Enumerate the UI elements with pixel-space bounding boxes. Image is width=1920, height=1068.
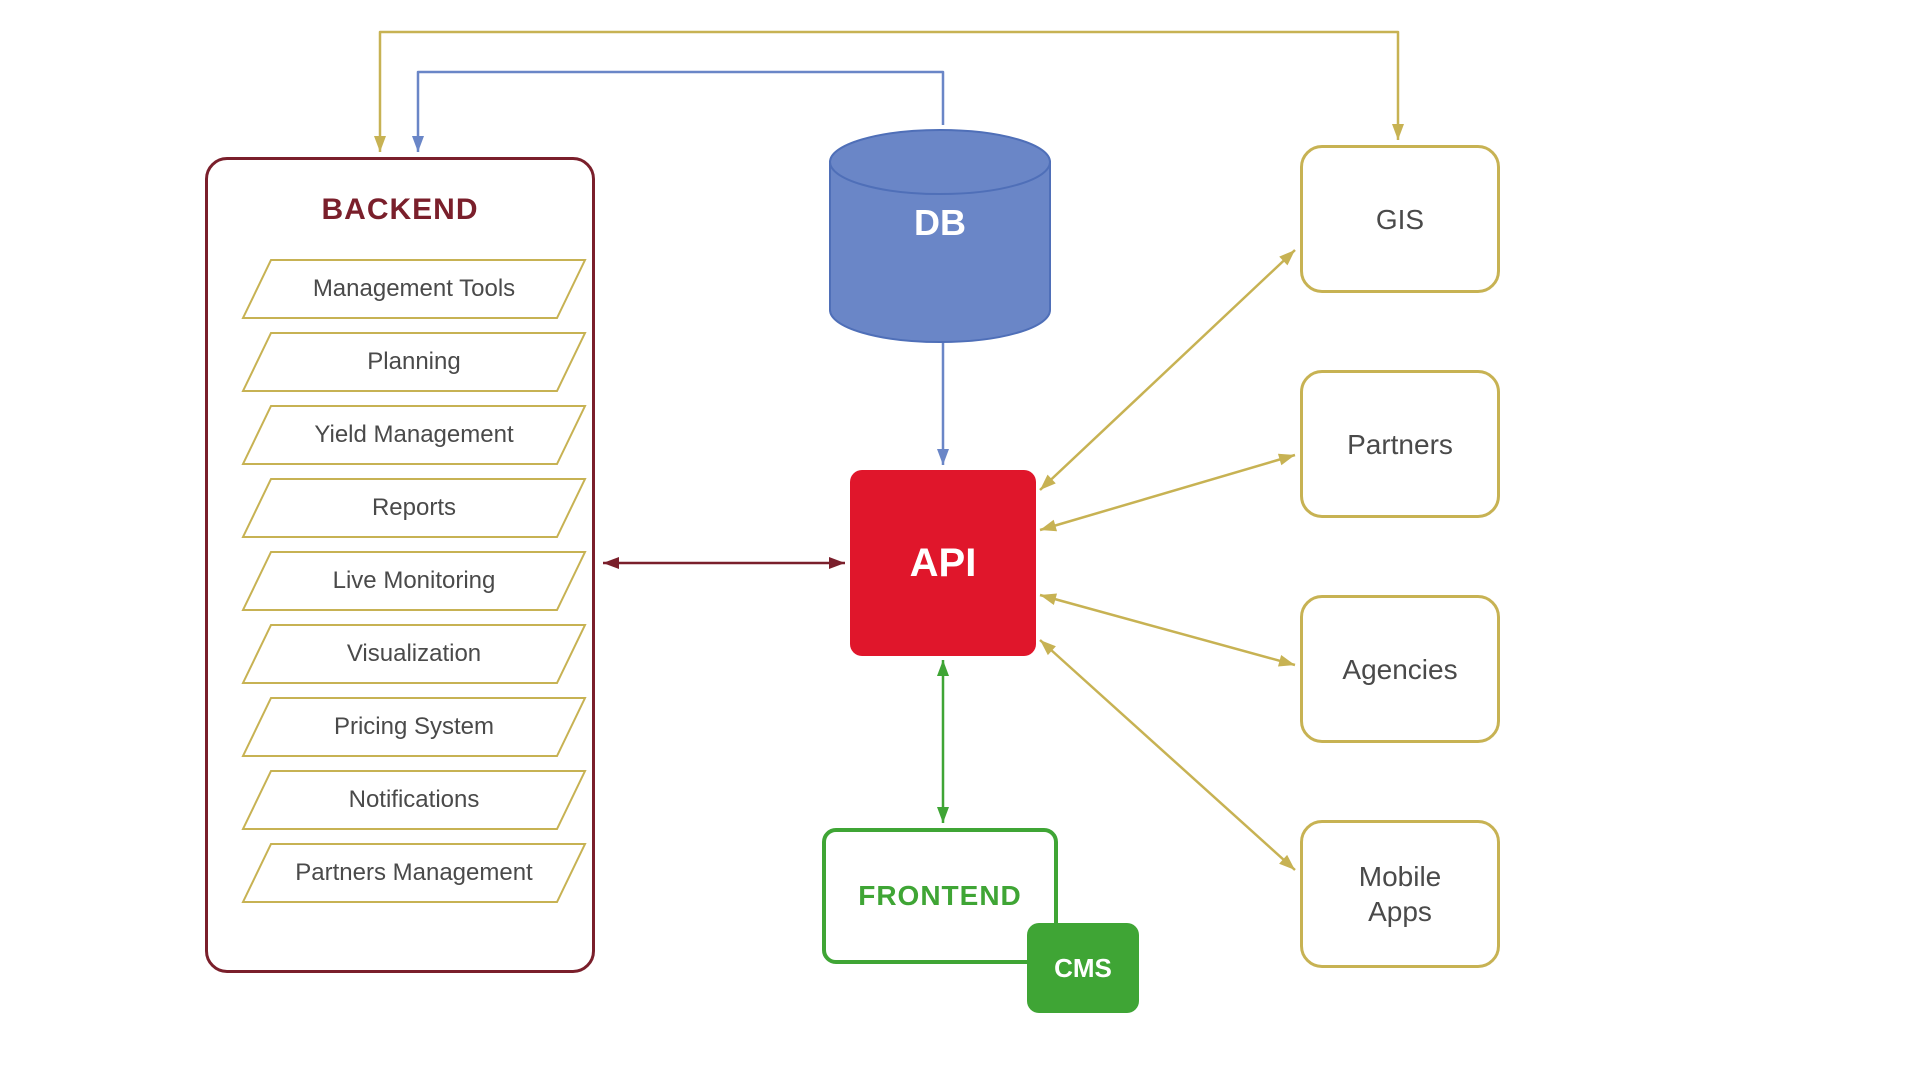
backend-item: Notifications (243, 771, 585, 829)
arrow-api-gis (1040, 250, 1295, 490)
backend-item: Management Tools (243, 260, 585, 318)
backend-item: Reports (243, 479, 585, 537)
backend-item: Partners Management (243, 844, 585, 902)
api-label: API (910, 541, 977, 586)
arrow-api-agencies (1040, 595, 1295, 665)
db-label: DB (880, 198, 1000, 248)
backend-item: Yield Management (243, 406, 585, 464)
backend-title: BACKEND (205, 187, 595, 233)
external-box: Partners (1300, 370, 1500, 518)
external-box: GIS (1300, 145, 1500, 293)
cms-label: CMS (1054, 953, 1112, 984)
external-box: Agencies (1300, 595, 1500, 743)
api-box: API (850, 470, 1036, 656)
backend-item: Planning (243, 333, 585, 391)
backend-item: Visualization (243, 625, 585, 683)
backend-item: Pricing System (243, 698, 585, 756)
arrow-api-mobile (1040, 640, 1295, 870)
cms-box: CMS (1027, 923, 1139, 1013)
frontend-label: FRONTEND (858, 880, 1022, 912)
frontend-box: FRONTEND (822, 828, 1058, 964)
backend-item: Live Monitoring (243, 552, 585, 610)
arrow-api-partners (1040, 455, 1295, 530)
external-box: Mobile Apps (1300, 820, 1500, 968)
